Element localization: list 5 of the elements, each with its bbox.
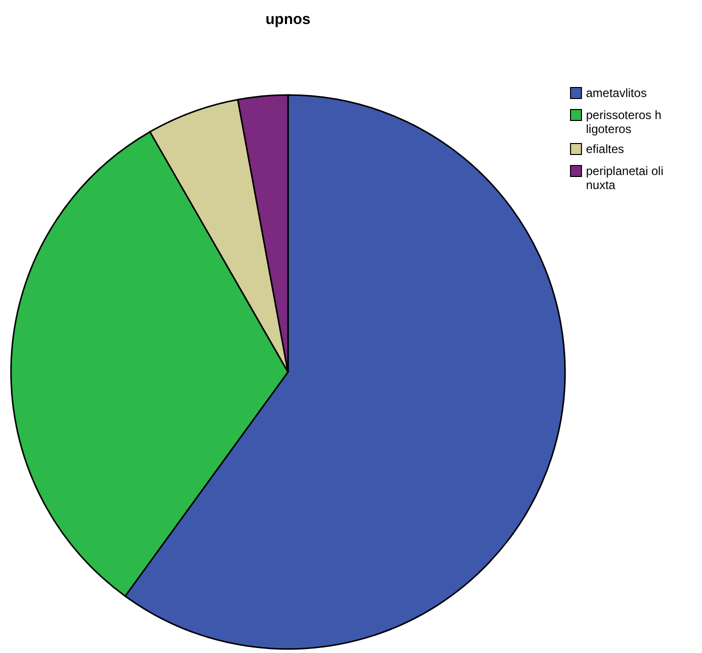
legend-label: periplanetai oli nuxta [586,164,664,192]
legend-label: ametavlitos [586,86,647,100]
chart-title: upnos [266,11,310,28]
legend-label: efialtes [586,142,624,156]
legend-label: perissoteros h ligoteros [586,108,662,136]
